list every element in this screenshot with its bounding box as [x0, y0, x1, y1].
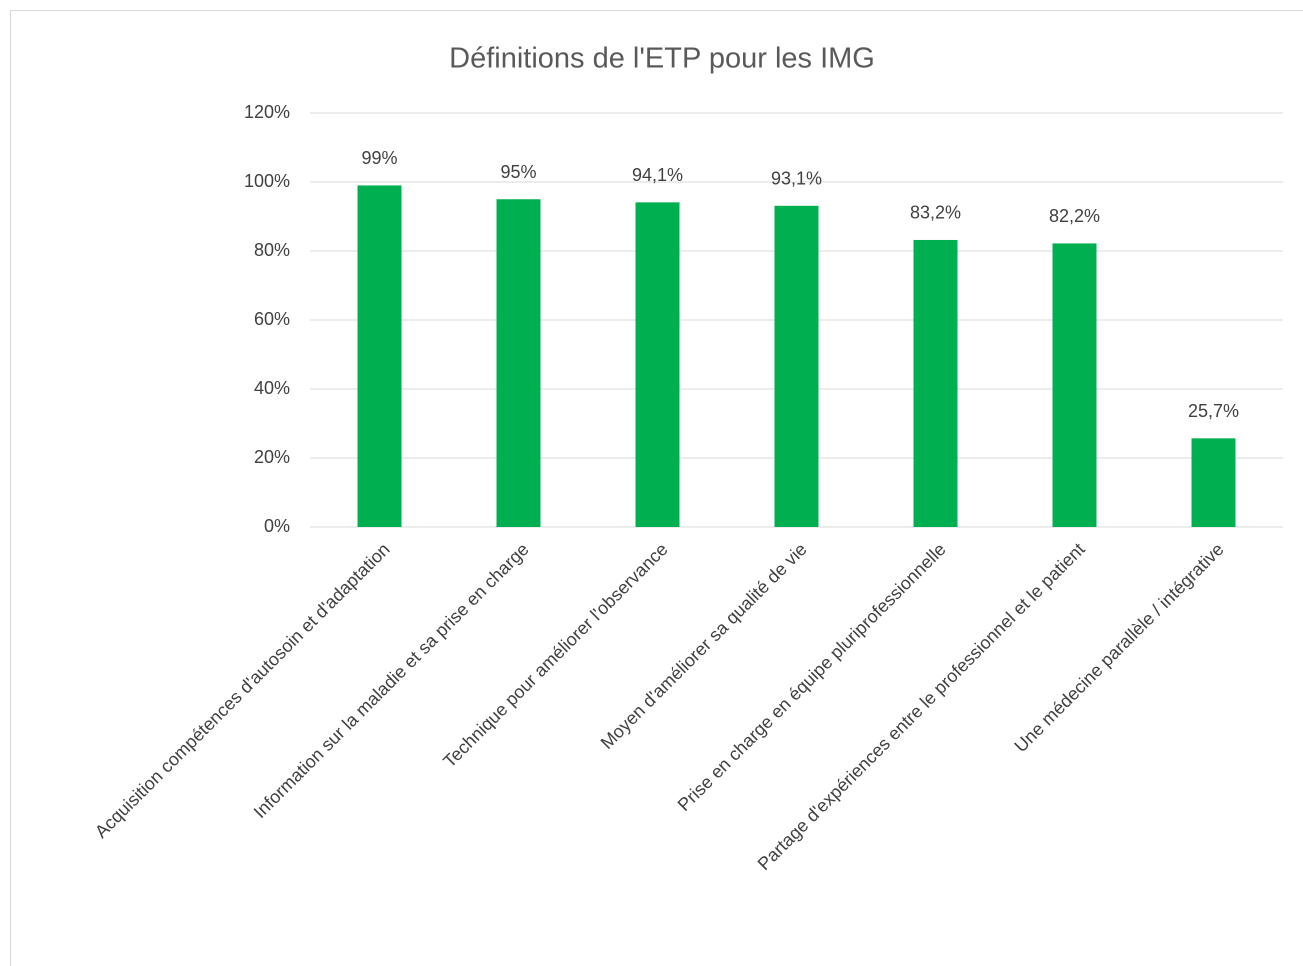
- y-tick-label: 120%: [244, 102, 290, 122]
- bar: [1052, 243, 1097, 527]
- y-tick-label: 40%: [254, 378, 290, 398]
- data-label: 99%: [361, 148, 397, 168]
- y-tick-label: 0%: [264, 516, 290, 536]
- data-label: 82,2%: [1049, 206, 1100, 226]
- bar: [913, 239, 958, 527]
- y-tick-label: 20%: [254, 447, 290, 467]
- data-label: 93,1%: [771, 169, 822, 189]
- bar: [635, 202, 680, 528]
- data-label: 83,2%: [910, 203, 961, 223]
- y-tick-label: 100%: [244, 171, 290, 191]
- y-tick-label: 60%: [254, 309, 290, 329]
- data-label: 25,7%: [1188, 401, 1239, 421]
- y-tick-label: 80%: [254, 240, 290, 260]
- bar: [774, 205, 819, 527]
- bar: [1191, 438, 1236, 527]
- chart-title: Définitions de l'ETP pour les IMG: [449, 43, 875, 75]
- bar: [357, 185, 402, 527]
- data-label: 94,1%: [632, 165, 683, 185]
- bar: [496, 199, 541, 527]
- data-label: 95%: [500, 162, 536, 182]
